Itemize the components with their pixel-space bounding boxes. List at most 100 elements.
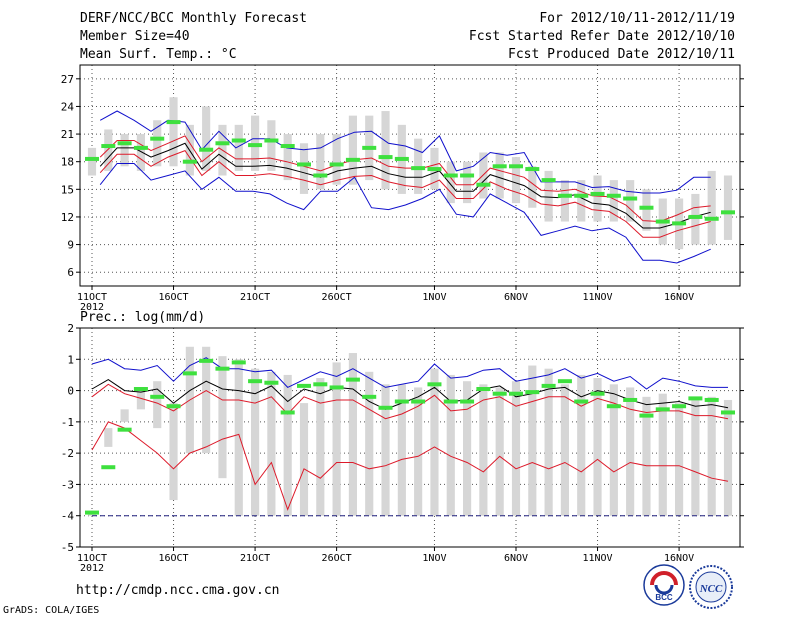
observed-marker [85, 156, 99, 161]
ensemble-box [283, 134, 292, 181]
ensemble-box [707, 170, 716, 245]
ensemble-box [446, 161, 455, 204]
x-tick-label: 16NOV [664, 292, 694, 303]
forecast-produced-date: Fcst Produced Date 2012/10/11 [508, 47, 735, 62]
observed-marker [117, 141, 132, 146]
ensemble-box [723, 175, 733, 240]
logos: BCC NCC [643, 564, 733, 609]
ensemble-box [479, 152, 488, 199]
ensemble-box [593, 175, 602, 222]
ensemble-box [593, 378, 602, 516]
ensemble-box [658, 393, 667, 516]
ensemble-box [691, 193, 700, 245]
observed-marker [101, 465, 116, 470]
bcc-logo-text: BCC [655, 593, 673, 602]
ensemble-box [414, 387, 423, 516]
ensemble-box [528, 365, 537, 516]
ensemble-box [609, 384, 618, 516]
observed-marker [672, 404, 687, 409]
observed-marker [378, 405, 393, 410]
ensemble-box [299, 403, 309, 516]
y-tick-label: 12 [61, 211, 74, 224]
footer-url[interactable]: http://cmdp.ncc.cma.gov.cn [76, 583, 280, 598]
forecast-period: For 2012/10/11-2012/11/19 [539, 11, 735, 26]
observed-marker [574, 193, 589, 198]
grads-credit: GrADS: COLA/IGES [3, 605, 100, 616]
variable-label: Mean Surf. Temp.: °C [80, 47, 237, 62]
ensemble-box [299, 143, 309, 194]
observed-marker [85, 510, 99, 515]
observed-marker [215, 141, 230, 146]
observed-marker [639, 205, 654, 210]
lower-envelope-line [99, 163, 711, 264]
observed-marker [476, 182, 491, 187]
ensemble-box [104, 428, 113, 447]
lower-spread-line [99, 149, 711, 238]
ensemble-mean-line [91, 379, 729, 410]
ensemble-box [283, 374, 292, 516]
ensemble-box [544, 170, 553, 222]
ncc-logo: NCC [689, 565, 733, 609]
plot-frame [79, 327, 741, 548]
ensemble-box [120, 134, 129, 167]
observed-marker [688, 214, 703, 219]
ensemble-box [348, 115, 357, 185]
observed-marker [509, 164, 523, 169]
ensemble-box [267, 120, 276, 171]
y-tick-label: 21 [61, 128, 74, 141]
x-tick-label: 6NOV [504, 292, 528, 303]
ensemble-box [642, 396, 651, 516]
observed-marker [231, 138, 246, 143]
ensemble-box [251, 368, 260, 516]
observed-marker [150, 394, 165, 399]
observed-marker [313, 173, 328, 178]
ensemble-box [626, 387, 635, 516]
x-tick-label: 16OCT [158, 292, 188, 303]
y-tick-label: -4 [61, 510, 75, 523]
ensemble-box [120, 409, 129, 422]
member-size: Member Size=40 [80, 29, 190, 44]
x-tick-label: 26OCT [322, 553, 352, 564]
observed-marker [525, 167, 540, 172]
ensemble-box [202, 106, 211, 171]
observed-marker [150, 136, 165, 141]
ncc-logo-text: NCC [699, 583, 723, 595]
observed-marker [199, 358, 214, 363]
ensemble-box [626, 180, 635, 222]
observed-marker [215, 366, 230, 371]
ensemble-box [577, 180, 586, 222]
observed-marker [362, 145, 377, 150]
ensemble-box [528, 166, 537, 208]
observed-marker [639, 413, 654, 418]
observed-marker [509, 391, 523, 396]
observed-marker [704, 397, 719, 402]
observed-marker [443, 173, 458, 178]
ensemble-box [381, 111, 390, 190]
y-tick-label: 15 [61, 183, 74, 196]
observed-marker [280, 410, 295, 415]
y-tick-label: 9 [67, 239, 74, 252]
ensemble-box [446, 374, 455, 516]
observed-marker [655, 407, 670, 412]
observed-marker [721, 210, 735, 215]
ensemble-box [609, 180, 618, 222]
y-tick-label: 2 [67, 322, 74, 335]
ensemble-box [153, 381, 162, 429]
lower-spread-line [91, 421, 729, 511]
observed-marker [182, 159, 197, 164]
observed-marker [264, 380, 279, 385]
ensemble-box [153, 120, 162, 167]
observed-marker [345, 377, 360, 382]
observed-marker [378, 155, 393, 160]
observed-marker [427, 382, 442, 387]
observed-marker [394, 156, 409, 161]
observed-marker [313, 382, 328, 387]
y-tick-label: -1 [61, 416, 74, 429]
observed-marker [411, 399, 426, 404]
y-tick-label: 18 [61, 156, 74, 169]
observed-marker [557, 379, 572, 384]
ensemble-box [511, 381, 521, 516]
ensemble-box [267, 371, 276, 516]
